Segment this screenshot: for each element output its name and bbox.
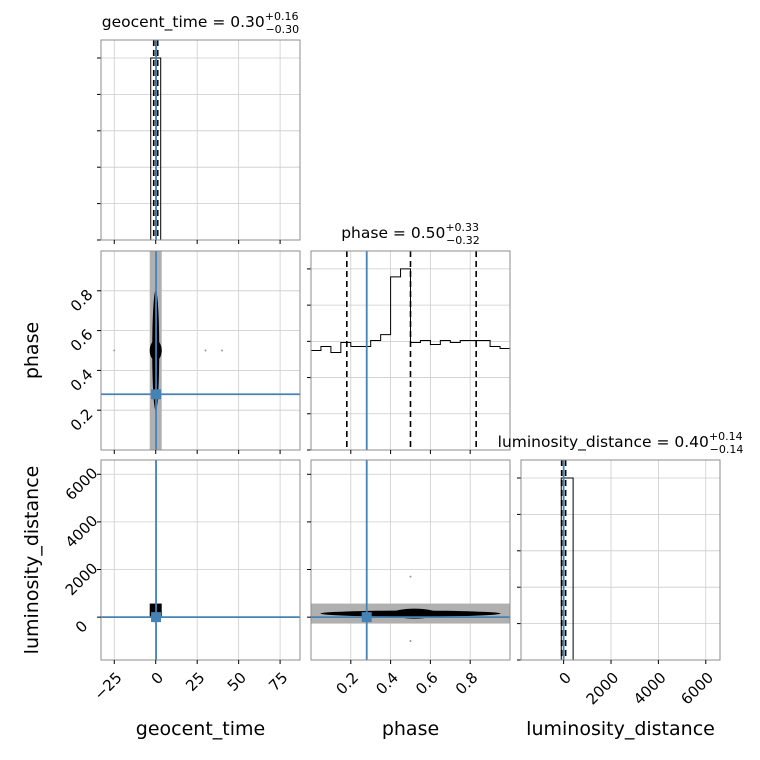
scatter-panel-geocent_time-phase (100, 250, 301, 451)
title-minus: −0.30 (265, 23, 299, 36)
scatter-panel-phase-luminosity_distance (310, 459, 511, 661)
panel-frame (100, 459, 301, 661)
x-tick-label-luminosity_distance: 4000 (630, 669, 670, 709)
title-eq: = (388, 224, 411, 242)
truth-marker (151, 389, 162, 400)
panel-frame (310, 459, 511, 661)
scatter-panel-geocent_time-luminosity_distance (100, 459, 301, 661)
y-tick-label-luminosity_distance: 6000 (62, 464, 102, 504)
x-tick-label-phase: 0.4 (372, 669, 402, 699)
x-axis-label-luminosity_distance: luminosity_distance (526, 718, 715, 740)
scatter-point (409, 575, 412, 578)
title-median: 0.30 (230, 13, 265, 31)
title-minus: −0.32 (446, 234, 480, 247)
panel-title-geocent_time: geocent_time = 0.30+0.16 −0.30 (102, 10, 299, 36)
title-median: 0.50 (411, 224, 446, 242)
panel-frame (520, 459, 721, 661)
x-axis-label-phase: phase (382, 718, 439, 740)
scatter-point (113, 349, 116, 352)
title-name: phase (341, 224, 388, 242)
scatter-point (204, 349, 207, 352)
y-tick-label-phase: 0.2 (67, 405, 97, 435)
density-core (392, 608, 437, 619)
panel-frame (100, 250, 301, 451)
y-tick-label-luminosity_distance: 4000 (62, 512, 102, 552)
y-axis-label-phase: phase (21, 322, 43, 379)
title-name: geocent_time (102, 13, 208, 32)
truth-marker (151, 612, 162, 623)
title-plus: +0.33 (445, 221, 479, 234)
x-tick-label-phase: 0.8 (452, 669, 482, 699)
x-tick-label-geocent_time: 75 (265, 669, 291, 695)
x-tick-label-geocent_time: 25 (182, 669, 208, 695)
y-tick-label-luminosity_distance: 0 (72, 617, 91, 636)
y-tick-label-phase: 0.4 (67, 365, 97, 395)
histogram-panel-phase: phase = 0.50+0.33 −0.32 (307, 221, 511, 451)
panel-frame (100, 39, 301, 241)
title-eq: = (207, 13, 230, 31)
x-tick-label-geocent_time: 0 (148, 669, 167, 688)
histogram-panel-geocent_time: geocent_time = 0.30+0.16 −0.30 (97, 10, 301, 241)
x-tick-label-phase: 0.2 (333, 669, 363, 699)
panel-title-luminosity_distance: luminosity_distance = 0.40+0.14 −0.14 (498, 430, 744, 456)
title-eq: = (652, 433, 675, 451)
scatter-point (409, 639, 412, 642)
title-name: luminosity_distance (498, 433, 652, 452)
truth-marker (361, 612, 372, 623)
x-tick-label-luminosity_distance: 6000 (677, 669, 717, 709)
panel-frame (310, 250, 511, 451)
scatter-point (221, 349, 224, 352)
title-minus: −0.14 (710, 443, 744, 456)
histogram-panel-luminosity_distance: luminosity_distance = 0.40+0.14 −0.14 (498, 430, 744, 661)
x-tick-label-phase: 0.6 (412, 669, 442, 699)
y-tick-label-phase: 0.6 (67, 326, 97, 356)
panel-title-phase: phase = 0.50+0.33 −0.32 (341, 221, 480, 247)
y-axis-label-luminosity_distance: luminosity_distance (21, 466, 43, 655)
histogram-line (311, 268, 510, 353)
x-tick-label-geocent_time: 50 (224, 669, 250, 695)
histogram-line (560, 477, 574, 660)
title-median: 0.40 (674, 433, 709, 451)
y-tick-label-phase: 0.8 (67, 286, 97, 316)
x-axis-label-geocent_time: geocent_time (136, 718, 265, 740)
x-tick-label-geocent_time: −25 (90, 669, 125, 704)
title-plus: +0.16 (265, 10, 299, 23)
y-tick-label-luminosity_distance: 2000 (62, 559, 102, 599)
title-plus: +0.14 (709, 430, 743, 443)
x-tick-label-luminosity_distance: 2000 (583, 669, 623, 709)
x-tick-label-luminosity_distance: 0 (555, 669, 574, 688)
